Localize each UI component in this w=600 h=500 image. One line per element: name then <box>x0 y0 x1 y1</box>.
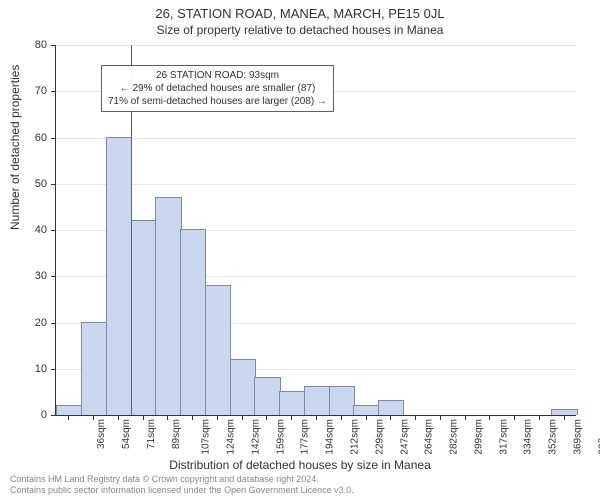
xtick-label: 54sqm <box>121 419 132 449</box>
xtick-mark <box>539 415 540 420</box>
gridline <box>56 138 576 139</box>
xtick-mark <box>217 415 218 420</box>
histogram-bar <box>155 197 181 415</box>
annotation-line: ← 29% of detached houses are smaller (87… <box>108 82 327 95</box>
ytick-label: 40 <box>17 224 47 236</box>
ytick-label: 0 <box>17 409 47 421</box>
histogram-bar <box>551 409 577 415</box>
xtick-label: 212sqm <box>350 419 361 455</box>
xtick-mark <box>266 415 267 420</box>
histogram-bar <box>254 377 280 415</box>
xtick-label: 194sqm <box>325 419 336 455</box>
xtick-mark <box>341 415 342 420</box>
histogram-bar <box>378 400 404 415</box>
gridline <box>56 184 576 185</box>
xtick-mark <box>192 415 193 420</box>
xtick-label: 369sqm <box>572 419 583 455</box>
xtick-label: 177sqm <box>300 419 311 455</box>
ytick-label: 80 <box>17 39 47 51</box>
ytick-mark <box>51 276 56 277</box>
annotation-line: 26 STATION ROAD: 93sqm <box>108 69 327 82</box>
xtick-label: 282sqm <box>449 419 460 455</box>
xtick-mark <box>440 415 441 420</box>
ytick-label: 50 <box>17 178 47 190</box>
xtick-mark <box>390 415 391 420</box>
histogram-bar <box>56 405 82 415</box>
xtick-label: 334sqm <box>523 419 534 455</box>
ytick-mark <box>51 138 56 139</box>
histogram-bar <box>180 229 206 415</box>
xtick-label: 107sqm <box>201 419 212 455</box>
xtick-label: 247sqm <box>399 419 410 455</box>
histogram-bar <box>81 322 107 416</box>
xtick-label: 264sqm <box>424 419 435 455</box>
gridline <box>56 45 576 46</box>
footer-line1: Contains HM Land Registry data © Crown c… <box>10 474 354 485</box>
xtick-label: 124sqm <box>226 419 237 455</box>
footer-attribution: Contains HM Land Registry data © Crown c… <box>10 474 354 496</box>
x-axis-label: Distribution of detached houses by size … <box>0 458 600 472</box>
annotation-box: 26 STATION ROAD: 93sqm← 29% of detached … <box>101 65 334 112</box>
xtick-mark <box>68 415 69 420</box>
xtick-label: 299sqm <box>473 419 484 455</box>
ytick-mark <box>51 415 56 416</box>
xtick-mark <box>167 415 168 420</box>
ytick-label: 20 <box>17 317 47 329</box>
ytick-mark <box>51 45 56 46</box>
xtick-mark <box>489 415 490 420</box>
xtick-mark <box>514 415 515 420</box>
histogram-bar <box>353 405 379 415</box>
ytick-mark <box>51 91 56 92</box>
xtick-mark <box>242 415 243 420</box>
xtick-mark <box>564 415 565 420</box>
ytick-label: 70 <box>17 85 47 97</box>
ytick-mark <box>51 369 56 370</box>
ytick-mark <box>51 184 56 185</box>
histogram-bar <box>205 285 231 416</box>
xtick-label: 317sqm <box>498 419 509 455</box>
annotation-line: 71% of semi-detached houses are larger (… <box>108 95 327 108</box>
histogram-bar <box>230 359 256 416</box>
histogram-bar <box>304 386 330 415</box>
chart-area: 36sqm54sqm71sqm89sqm107sqm124sqm142sqm15… <box>55 45 575 415</box>
xtick-label: 142sqm <box>251 419 262 455</box>
xtick-mark <box>93 415 94 420</box>
xtick-label: 159sqm <box>275 419 286 455</box>
xtick-mark <box>465 415 466 420</box>
histogram-plot: 36sqm54sqm71sqm89sqm107sqm124sqm142sqm15… <box>55 45 576 416</box>
xtick-mark <box>415 415 416 420</box>
histogram-bar <box>279 391 305 415</box>
xtick-mark <box>118 415 119 420</box>
xtick-mark <box>366 415 367 420</box>
page-subtitle: Size of property relative to detached ho… <box>0 21 600 37</box>
xtick-label: 36sqm <box>96 419 107 449</box>
ytick-mark <box>51 323 56 324</box>
ytick-label: 10 <box>17 363 47 375</box>
histogram-bar <box>329 386 355 415</box>
ytick-label: 60 <box>17 132 47 144</box>
xtick-mark <box>291 415 292 420</box>
ytick-label: 30 <box>17 270 47 282</box>
xtick-label: 89sqm <box>171 419 182 449</box>
xtick-mark <box>316 415 317 420</box>
histogram-bar <box>131 220 157 415</box>
xtick-label: 352sqm <box>548 419 559 455</box>
xtick-label: 71sqm <box>146 419 157 449</box>
ytick-mark <box>51 230 56 231</box>
footer-line2: Contains public sector information licen… <box>10 485 354 496</box>
xtick-mark <box>143 415 144 420</box>
histogram-bar <box>106 137 132 416</box>
xtick-label: 229sqm <box>374 419 385 455</box>
page-title-address: 26, STATION ROAD, MANEA, MARCH, PE15 0JL <box>0 0 600 21</box>
